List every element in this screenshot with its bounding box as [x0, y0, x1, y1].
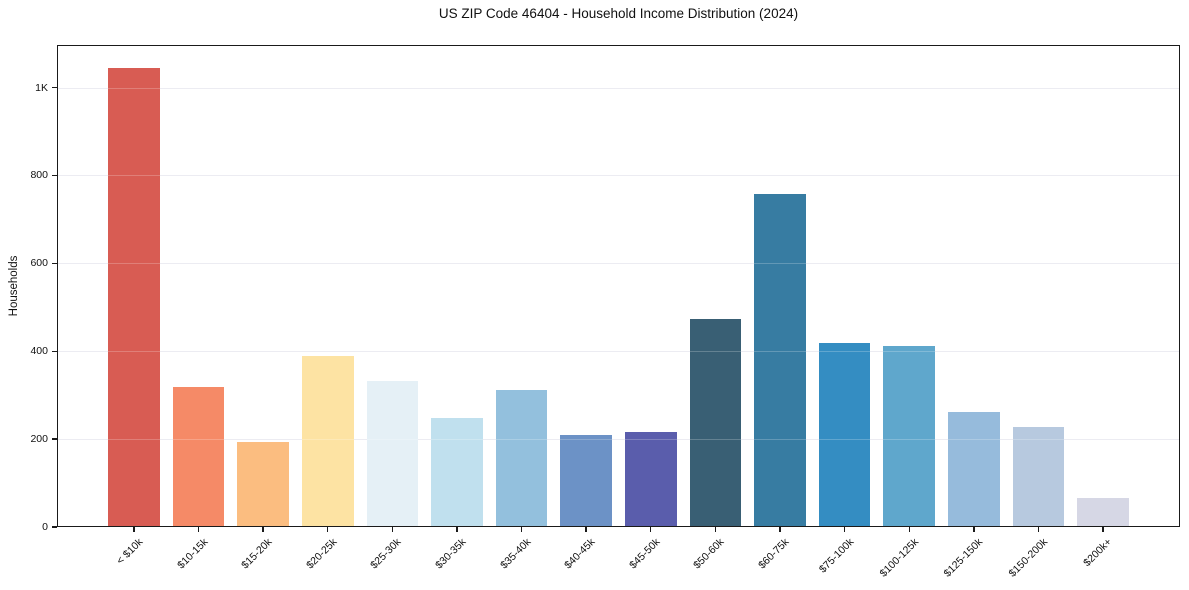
x-tick [650, 527, 652, 532]
bar [818, 343, 871, 527]
bar [172, 387, 225, 527]
bar [108, 67, 160, 527]
gridline [57, 263, 1180, 265]
gridline-overlay [57, 439, 1180, 441]
x-tick-label: $30-35k [433, 536, 469, 572]
gridline-overlay [57, 263, 1180, 265]
bar [689, 318, 742, 527]
y-tick [52, 86, 57, 89]
x-tick [843, 527, 846, 532]
y-tick-label: 400 [30, 345, 48, 358]
x-tick-label: $20-25k [303, 536, 340, 572]
bar [560, 434, 613, 527]
x-tick-label: $75-100k [816, 536, 857, 576]
plot-frame [57, 45, 1180, 527]
gridline-overlay [57, 175, 1180, 177]
x-tick-label: $10-15k [174, 536, 211, 572]
x-tick [456, 527, 458, 532]
gridline [57, 87, 1180, 89]
x-tick [133, 527, 135, 532]
gridline [57, 175, 1180, 177]
x-tick [391, 527, 394, 532]
plot-area [57, 45, 1180, 527]
bar [1012, 427, 1065, 527]
x-tick [1037, 527, 1040, 532]
x-tick-label: $200k+ [1081, 536, 1115, 570]
gridline [57, 351, 1180, 353]
x-tick-label: < $10k [114, 536, 146, 567]
y-tick [52, 438, 57, 440]
x-tick-label: $45-50k [626, 536, 663, 572]
bar [237, 442, 289, 527]
y-axis-label: Households [8, 255, 20, 317]
bar [883, 345, 936, 527]
bar [1077, 498, 1129, 527]
y-tick-label: 800 [30, 169, 48, 182]
y-tick-label: 600 [30, 257, 48, 270]
x-tick-label: $25-30k [368, 536, 404, 572]
x-tick [520, 527, 523, 532]
bar [624, 431, 677, 527]
gridline-overlay [57, 87, 1180, 89]
y-tick-label: 1K [35, 81, 48, 94]
gridline-overlay [57, 351, 1180, 353]
x-tick [973, 527, 975, 532]
bar [431, 418, 483, 527]
bar [366, 381, 419, 527]
bar [495, 390, 548, 527]
x-tick-label: $60-75k [756, 536, 792, 572]
y-tick-label: 0 [42, 521, 48, 533]
x-tick [779, 527, 781, 532]
x-tick [197, 527, 200, 532]
x-tick-label: $50-60k [691, 536, 727, 572]
x-tick-label: $125-150k [941, 536, 986, 580]
y-tick-label: 200 [30, 433, 48, 446]
x-tick-label: $35-40k [497, 536, 534, 572]
bar [301, 355, 354, 527]
bar [948, 412, 1000, 527]
x-tick-label: $100-125k [877, 536, 921, 580]
x-tick [262, 527, 264, 532]
x-tick-label: $40-45k [562, 536, 598, 572]
bar [754, 194, 806, 527]
x-tick [327, 527, 329, 532]
x-tick-label: $150-200k [1006, 536, 1050, 580]
x-tick-label: $15-20k [239, 536, 275, 572]
y-tick [52, 174, 57, 177]
y-tick [52, 350, 57, 352]
y-tick [52, 526, 57, 528]
x-tick [1102, 527, 1104, 532]
x-tick [714, 527, 717, 532]
chart-title: US ZIP Code 46404 - Household Income Dis… [438, 6, 799, 21]
x-tick [585, 527, 587, 532]
gridline [57, 439, 1180, 441]
x-tick [908, 527, 910, 532]
y-tick [52, 262, 57, 265]
